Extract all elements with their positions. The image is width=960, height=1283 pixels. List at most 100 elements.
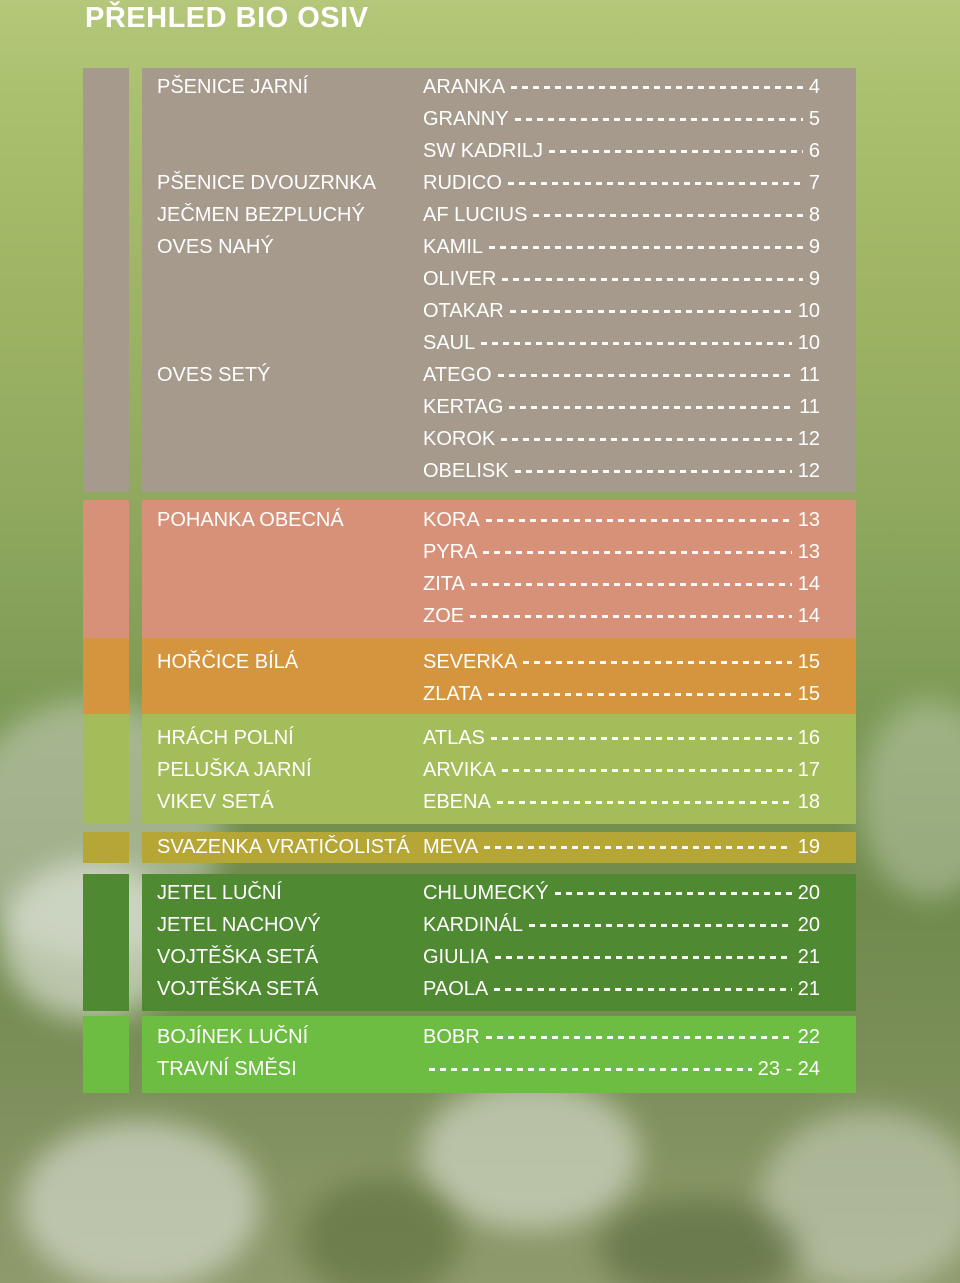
dot-leader: [502, 769, 792, 772]
color-stripe: [83, 638, 129, 716]
variety-name: ATEGO: [423, 364, 492, 386]
dot-leader: [509, 310, 792, 313]
dot-leader: [523, 661, 792, 664]
section-darkgreen: JETEL LUČNÍ CHLUMECKÝ 20 JETEL NACHOVÝ KARDI…: [0, 874, 960, 1011]
page-number: 7: [808, 172, 820, 194]
dot-leader: [488, 693, 792, 696]
crop-category: OVES SETÝ: [157, 364, 271, 386]
variety-name: ZLATA: [423, 683, 483, 705]
variety-name: ZOE: [423, 605, 465, 627]
crop-category: OVES NAHÝ: [157, 236, 274, 258]
section-brightgreen: BOJÍNEK LUČNÍ BOBR 22 TRAVNÍ SMĚSI 23 - 24: [0, 1016, 960, 1093]
toc-row: SAUL 10: [0, 327, 960, 359]
page-number: 11: [799, 396, 820, 418]
toc-row: POHANKA OBECNÁ KORA 13: [0, 504, 960, 536]
crop-category: HOŘČICE BÍLÁ: [157, 651, 299, 673]
dot-leader: [483, 551, 792, 554]
dot-leader: [496, 801, 792, 804]
toc-row: KERTAG 11: [0, 391, 960, 423]
toc-row: OLIVER 9: [0, 263, 960, 295]
dot-leader: [501, 438, 792, 441]
page-number: 19: [797, 836, 820, 858]
toc-row: PYRA 13: [0, 536, 960, 568]
toc-row: OVES NAHÝ KAMIL 9: [0, 231, 960, 263]
dot-leader: [514, 470, 792, 473]
dot-leader: [507, 182, 803, 185]
crop-category: JEČMEN BEZPLUCHÝ: [157, 204, 365, 226]
page-number: 20: [797, 882, 820, 904]
toc-row: OTAKAR 10: [0, 295, 960, 327]
dot-leader: [485, 1036, 792, 1039]
toc-row: HRÁCH POLNÍ ATLAS 16: [0, 722, 960, 754]
toc-row: JETEL LUČNÍ CHLUMECKÝ 20: [0, 877, 960, 909]
page-number: 9: [808, 268, 820, 290]
crop-category: PELUŠKA JARNÍ: [157, 759, 312, 781]
dot-leader: [484, 846, 792, 849]
dot-leader: [429, 1068, 752, 1071]
page-number: 8: [808, 204, 820, 226]
variety-name: KARDINÁL: [423, 914, 524, 936]
section-panel: [142, 1016, 856, 1093]
page-number: 6: [808, 140, 820, 162]
page-number: 10: [797, 332, 820, 354]
toc-row: PELUŠKA JARNÍ ARVIKA 17: [0, 754, 960, 786]
dot-leader: [485, 519, 792, 522]
variety-name: KOROK: [423, 428, 496, 450]
page-number: 23 - 24: [757, 1058, 820, 1080]
crop-category: VIKEV SETÁ: [157, 791, 274, 813]
page-number: 15: [797, 683, 820, 705]
crop-category: BOJÍNEK LUČNÍ: [157, 1026, 309, 1048]
dot-leader: [502, 278, 803, 281]
page-number: 14: [797, 605, 820, 627]
color-stripe: [83, 500, 129, 638]
toc-row: OBELISK 12: [0, 455, 960, 487]
dot-leader: [470, 615, 792, 618]
toc-row: ZOE 14: [0, 600, 960, 632]
dot-leader: [490, 737, 792, 740]
dot-leader: [489, 246, 803, 249]
variety-name: ZITA: [423, 573, 465, 595]
page-number: 17: [797, 759, 820, 781]
crop-category: JETEL LUČNÍ: [157, 882, 282, 904]
variety-name: OBELISK: [423, 460, 509, 482]
page-number: 11: [799, 364, 820, 386]
variety-name: MEVA: [423, 836, 479, 858]
variety-name: GIULIA: [423, 946, 489, 968]
page-number: 5: [808, 108, 820, 130]
variety-name: RUDICO: [423, 172, 502, 194]
dot-leader: [470, 583, 792, 586]
crop-category: VOJTĚŠKA SETÁ: [157, 978, 319, 1000]
toc-row: JEČMEN BEZPLUCHÝ AF LUCIUS 8: [0, 199, 960, 231]
variety-name: ARANKA: [423, 76, 506, 98]
toc-row: PŠENICE JARNÍ ARANKA 4: [0, 71, 960, 103]
dot-leader: [494, 988, 792, 991]
section-grey: PŠENICE JARNÍ ARANKA 4 GRANNY 5 SW KADRILJ 6 PŠ…: [0, 68, 960, 492]
color-stripe: [83, 714, 129, 824]
color-stripe: [83, 68, 129, 492]
variety-name: KORA: [423, 509, 480, 531]
toc-row: GRANNY 5: [0, 103, 960, 135]
crop-category: JETEL NACHOVÝ: [157, 914, 321, 936]
color-stripe: [83, 832, 129, 863]
section-salmon: POHANKA OBECNÁ KORA 13 PYRA 13 ZITA 14 ZOE 14: [0, 500, 960, 638]
page-number: 21: [797, 946, 820, 968]
variety-name: KAMIL: [423, 236, 484, 258]
dot-leader: [549, 150, 803, 153]
crop-category: POHANKA OBECNÁ: [157, 509, 344, 531]
toc-row: BOJÍNEK LUČNÍ BOBR 22: [0, 1021, 960, 1053]
crop-category: HRÁCH POLNÍ: [157, 727, 294, 749]
crop-category: TRAVNÍ SMĚSI: [157, 1058, 297, 1080]
variety-name: BOBR: [423, 1026, 480, 1048]
page-number: 13: [797, 509, 820, 531]
dot-leader: [494, 956, 792, 959]
dot-leader: [554, 892, 792, 895]
toc-row: JETEL NACHOVÝ KARDINÁL 20: [0, 909, 960, 941]
variety-name: PYRA: [423, 541, 478, 563]
page-number: 16: [797, 727, 820, 749]
crop-category: SVAZENKA VRATIČOLISTÁ: [157, 836, 410, 858]
variety-name: SAUL: [423, 332, 476, 354]
toc-row: OVES SETÝ ATEGO 11: [0, 359, 960, 391]
variety-name: PAOLA: [423, 978, 489, 1000]
page-number: 12: [797, 460, 820, 482]
variety-name: KERTAG: [423, 396, 504, 418]
